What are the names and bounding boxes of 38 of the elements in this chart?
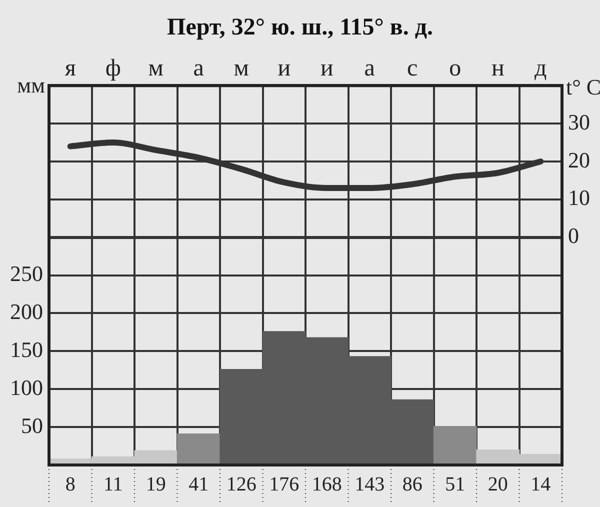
x-tick-label: м	[148, 55, 164, 82]
x-tick-label: а	[193, 55, 204, 82]
data-label: 51	[445, 473, 466, 496]
x-tick-label: м	[234, 55, 249, 82]
y2-tick-label: 0	[568, 223, 579, 248]
y2-tick-label: 10	[568, 185, 590, 210]
data-label: 126	[226, 473, 256, 496]
x-tick-label: а	[364, 55, 376, 82]
x-tick-label: д	[534, 55, 547, 82]
chart-title: Перт, 32° ю. ш., 115° в. д.	[167, 14, 433, 41]
x-tick-label: о	[449, 55, 462, 82]
data-label: 20	[488, 473, 508, 496]
data-label: 8	[65, 473, 76, 496]
x-tick-label: и	[320, 55, 334, 82]
data-label: 143	[354, 473, 385, 496]
data-label: 168	[312, 473, 342, 496]
bar	[433, 426, 477, 465]
x-tick-label: ф	[105, 55, 121, 82]
data-label: 86	[402, 473, 422, 496]
bar	[176, 434, 220, 465]
y2-tick-label: 20	[568, 147, 590, 172]
data-label: 41	[188, 473, 209, 496]
y-tick-label: 100	[10, 374, 43, 400]
y2-axis-title: t° C	[566, 74, 600, 100]
data-label: 176	[269, 473, 300, 496]
data-label: 11	[103, 473, 123, 496]
x-tick-label: я	[64, 55, 76, 82]
y2-tick-label: 30	[568, 109, 590, 134]
y-tick-label: 50	[21, 412, 43, 438]
data-label: 14	[530, 473, 551, 496]
x-tick-label: с	[407, 55, 418, 82]
x-tick-label: и	[278, 55, 291, 82]
y-tick-label: 200	[10, 299, 43, 324]
y-tick-label: 250	[10, 261, 43, 286]
y-tick-label: 150	[10, 336, 43, 362]
data-label: 19	[146, 473, 166, 496]
y-axis-title: мм	[17, 72, 46, 98]
x-tick-label: н	[491, 55, 504, 82]
